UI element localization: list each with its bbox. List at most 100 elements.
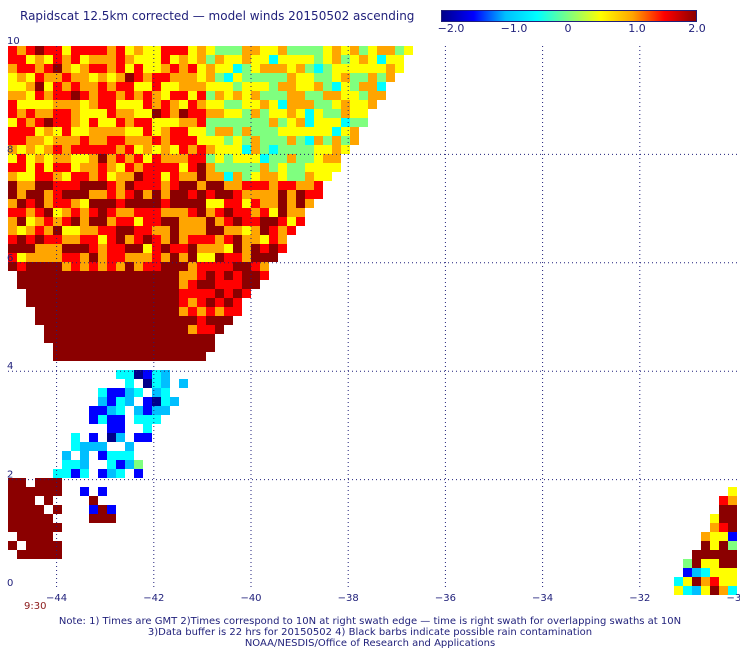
wind-diff-cell — [287, 226, 296, 235]
wind-diff-cell — [188, 118, 197, 127]
wind-diff-cell — [125, 280, 134, 289]
wind-diff-cell — [98, 469, 107, 478]
wind-diff-cell — [17, 235, 26, 244]
wind-diff-cell — [26, 262, 35, 271]
wind-diff-cell — [125, 82, 134, 91]
wind-diff-cell — [62, 460, 71, 469]
wind-diff-cell — [98, 235, 107, 244]
wind-diff-cell — [143, 280, 152, 289]
wind-diff-cell — [62, 91, 71, 100]
wind-diff-cell — [359, 100, 368, 109]
wind-diff-cell — [287, 190, 296, 199]
wind-diff-cell — [305, 100, 314, 109]
wind-diff-cell — [143, 109, 152, 118]
wind-diff-cell — [116, 397, 125, 406]
wind-diff-cell — [179, 199, 188, 208]
wind-diff-cell — [35, 190, 44, 199]
wind-diff-cell — [53, 271, 62, 280]
wind-diff-cell — [80, 235, 89, 244]
wind-diff-cell — [314, 118, 323, 127]
wind-diff-cell — [377, 73, 386, 82]
wind-diff-cell — [683, 586, 692, 595]
wind-diff-cell — [107, 451, 116, 460]
wind-diff-cell — [98, 298, 107, 307]
wind-diff-cell — [161, 64, 170, 73]
wind-diff-cell — [98, 505, 107, 514]
wind-diff-cell — [35, 316, 44, 325]
wind-diff-cell — [305, 199, 314, 208]
wind-diff-cell — [143, 82, 152, 91]
wind-diff-cell — [233, 280, 242, 289]
wind-diff-cell — [134, 73, 143, 82]
wind-diff-cell — [125, 244, 134, 253]
wind-diff-cell — [323, 118, 332, 127]
wind-diff-cell — [359, 55, 368, 64]
wind-diff-cell — [179, 343, 188, 352]
wind-diff-cell — [143, 55, 152, 64]
wind-diff-cell — [17, 496, 26, 505]
wind-diff-cell — [188, 109, 197, 118]
wind-diff-cell — [161, 397, 170, 406]
wind-diff-cell — [26, 91, 35, 100]
wind-diff-cell — [71, 163, 80, 172]
wind-diff-cell — [197, 199, 206, 208]
wind-diff-cell — [125, 451, 134, 460]
wind-diff-cell — [53, 226, 62, 235]
wind-diff-cell — [197, 316, 206, 325]
wind-diff-cell — [143, 172, 152, 181]
wind-diff-cell — [26, 487, 35, 496]
wind-diff-cell — [278, 91, 287, 100]
wind-diff-cell — [62, 100, 71, 109]
wind-diff-cell — [278, 73, 287, 82]
wind-diff-cell — [170, 298, 179, 307]
wind-diff-cell — [17, 73, 26, 82]
wind-diff-cell — [179, 181, 188, 190]
wind-diff-cell — [323, 163, 332, 172]
wind-diff-cell — [116, 91, 125, 100]
wind-diff-cell — [89, 289, 98, 298]
wind-diff-cell — [233, 100, 242, 109]
wind-diff-cell — [53, 253, 62, 262]
wind-diff-cell — [242, 217, 251, 226]
wind-diff-cell — [278, 145, 287, 154]
wind-diff-cell — [305, 73, 314, 82]
wind-diff-cell — [269, 136, 278, 145]
wind-diff-cell — [125, 289, 134, 298]
wind-diff-cell — [53, 343, 62, 352]
wind-diff-cell — [80, 163, 89, 172]
wind-diff-cell — [206, 262, 215, 271]
wind-diff-cell — [314, 163, 323, 172]
wind-diff-cell — [710, 541, 719, 550]
wind-diff-cell — [242, 226, 251, 235]
wind-diff-cell — [152, 289, 161, 298]
wind-diff-cell — [8, 190, 17, 199]
wind-diff-cell — [197, 253, 206, 262]
wind-diff-cell — [71, 100, 80, 109]
wind-diff-cell — [377, 55, 386, 64]
wind-diff-cell — [368, 73, 377, 82]
wind-diff-cell — [314, 55, 323, 64]
wind-diff-cell — [26, 136, 35, 145]
wind-diff-cell — [701, 586, 710, 595]
wind-diff-cell — [305, 145, 314, 154]
wind-diff-cell — [89, 217, 98, 226]
wind-diff-cell — [179, 325, 188, 334]
wind-diff-cell — [107, 433, 116, 442]
wind-diff-cell — [161, 73, 170, 82]
wind-diff-cell — [260, 217, 269, 226]
wind-diff-cell — [215, 145, 224, 154]
wind-diff-cell — [98, 307, 107, 316]
wind-diff-cell — [26, 118, 35, 127]
wind-diff-cell — [80, 208, 89, 217]
wind-diff-cell — [8, 496, 17, 505]
wind-diff-cell — [242, 244, 251, 253]
wind-diff-cell — [107, 73, 116, 82]
wind-diff-cell — [143, 316, 152, 325]
wind-diff-cell — [728, 496, 737, 505]
wind-diff-cell — [197, 262, 206, 271]
wind-diff-cell — [728, 523, 737, 532]
longitude-tick-label: −40 — [240, 593, 261, 604]
wind-diff-cell — [323, 46, 332, 55]
wind-diff-cell — [170, 46, 179, 55]
wind-diff-cell — [125, 91, 134, 100]
